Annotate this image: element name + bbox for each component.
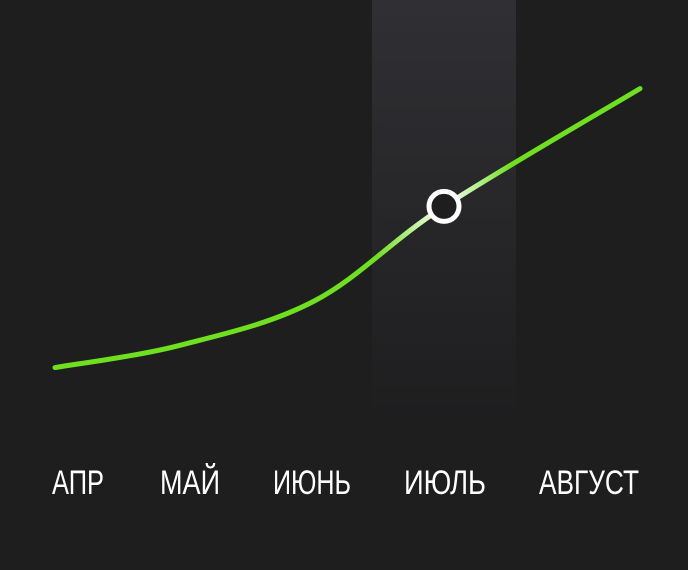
- x-tick-label[interactable]: АПР: [52, 464, 104, 502]
- x-tick-label[interactable]: МАЙ: [160, 464, 220, 502]
- selected-point-marker[interactable]: [426, 188, 462, 224]
- x-tick-label[interactable]: ИЮНЬ: [273, 464, 351, 502]
- series-line: [52, 86, 643, 371]
- x-tick-label[interactable]: АВГУСТ: [539, 464, 639, 502]
- x-tick-label[interactable]: ИЮЛЬ: [404, 464, 486, 502]
